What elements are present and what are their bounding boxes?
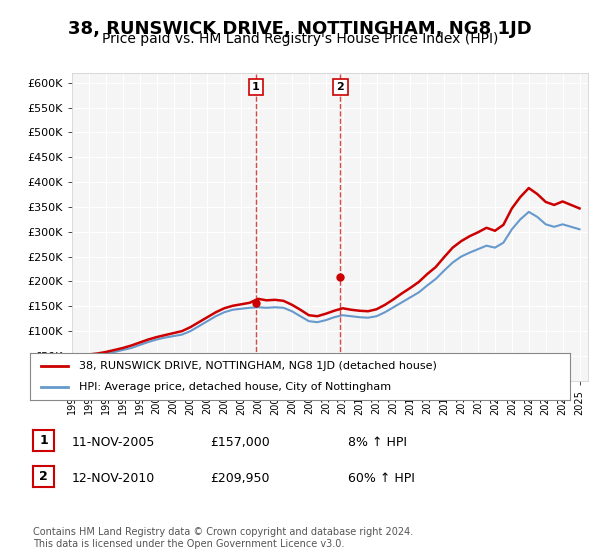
Text: 1: 1 [252, 82, 260, 92]
Text: £157,000: £157,000 [210, 436, 270, 449]
Text: 38, RUNSWICK DRIVE, NOTTINGHAM, NG8 1JD: 38, RUNSWICK DRIVE, NOTTINGHAM, NG8 1JD [68, 20, 532, 38]
Text: HPI: Average price, detached house, City of Nottingham: HPI: Average price, detached house, City… [79, 382, 391, 392]
Text: 1: 1 [39, 433, 48, 447]
Text: £209,950: £209,950 [210, 472, 269, 486]
Text: 2: 2 [337, 82, 344, 92]
Text: Contains HM Land Registry data © Crown copyright and database right 2024.
This d: Contains HM Land Registry data © Crown c… [33, 527, 413, 549]
Text: Price paid vs. HM Land Registry's House Price Index (HPI): Price paid vs. HM Land Registry's House … [102, 32, 498, 46]
Text: 12-NOV-2010: 12-NOV-2010 [72, 472, 155, 486]
Text: 38, RUNSWICK DRIVE, NOTTINGHAM, NG8 1JD (detached house): 38, RUNSWICK DRIVE, NOTTINGHAM, NG8 1JD … [79, 361, 436, 371]
Text: 60% ↑ HPI: 60% ↑ HPI [348, 472, 415, 486]
Text: 8% ↑ HPI: 8% ↑ HPI [348, 436, 407, 449]
Text: 11-NOV-2005: 11-NOV-2005 [72, 436, 155, 449]
Text: 2: 2 [39, 470, 48, 483]
